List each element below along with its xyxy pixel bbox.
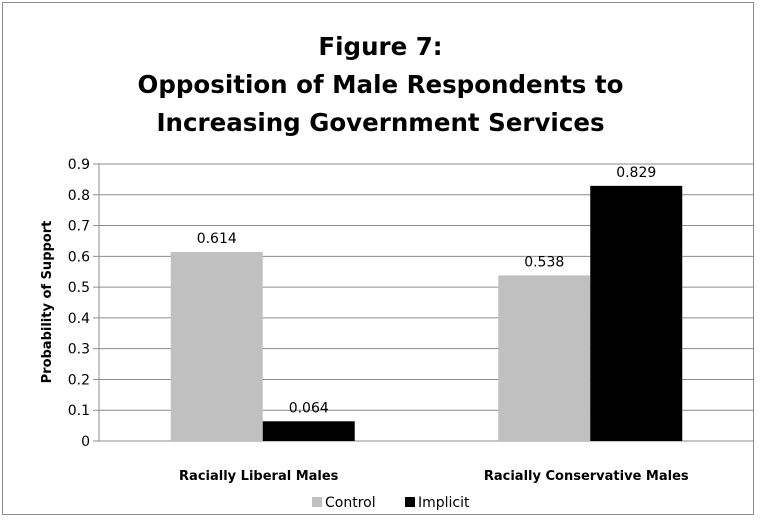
legend-swatch-control [312, 497, 322, 507]
category-labels: Racially Liberal Males Racially Conservat… [179, 469, 689, 484]
y-axis-title: Probability of Support [40, 221, 55, 384]
legend-label-control: Control [325, 495, 376, 511]
y-tick-label: 0.6 [68, 249, 90, 265]
y-tick-label: 0.9 [68, 157, 90, 173]
y-tick-label: 0.4 [68, 311, 90, 327]
y-tick-label: 0 [81, 434, 90, 450]
data-label: 0.829 [616, 165, 656, 181]
y-tick-label: 0.5 [68, 280, 90, 296]
y-tick-labels: 0 0.1 0.2 0.3 0.4 0.5 0.6 0.7 0.8 0.9 [68, 157, 90, 450]
data-label: 0.064 [289, 400, 329, 416]
category-label: Racially Liberal Males [179, 469, 339, 484]
legend-swatch-implicit [405, 497, 415, 507]
y-tick-label: 0.7 [68, 219, 90, 235]
data-label: 0.538 [524, 254, 564, 270]
bar-implicit-1 [262, 421, 355, 441]
y-tick-label: 0.1 [68, 403, 90, 419]
data-labels: 0.614 0.064 0.538 0.829 [197, 165, 657, 416]
chart-title: Figure 7: Opposition of Male Respondents… [0, 28, 761, 142]
chart-title-line-1: Figure 7: [318, 32, 443, 61]
legend-label-implicit: Implicit [418, 495, 470, 511]
y-tick-label: 0.2 [68, 372, 90, 388]
bar-control-2 [498, 275, 591, 441]
bar-implicit-2 [590, 185, 683, 441]
y-tick-label: 0.8 [68, 188, 90, 204]
category-label: Racially Conservative Males [484, 469, 689, 484]
data-label: 0.614 [197, 231, 237, 247]
legend: Control Implicit [312, 495, 470, 511]
chart-title-line-2: Opposition of Male Respondents to [137, 70, 624, 99]
y-tick-label: 0.3 [68, 342, 90, 358]
chart-title-line-3: Increasing Government Services [156, 108, 605, 137]
bar-control-1 [170, 252, 263, 441]
bars [170, 185, 683, 441]
